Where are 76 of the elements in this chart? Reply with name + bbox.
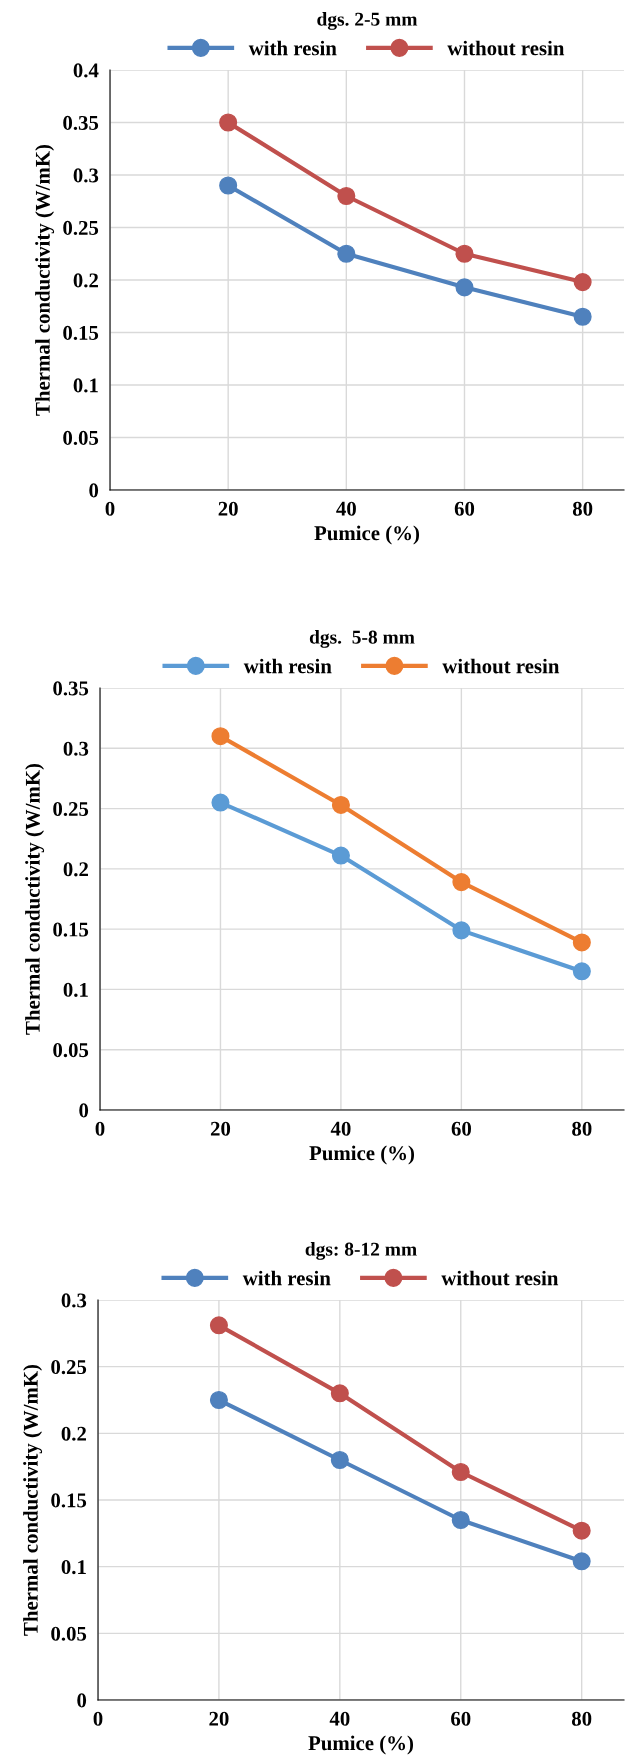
legend-label: with resin	[248, 40, 337, 56]
y-axis-title: Thermal conductivity (W/mK)	[35, 144, 55, 416]
x-tick-label: 60	[451, 1121, 471, 1136]
y-tick-label: 0.05	[51, 1626, 87, 1641]
point	[455, 278, 474, 297]
point	[573, 307, 592, 326]
y-tick-label: 0.1	[73, 378, 98, 393]
x-tick-label: 80	[572, 501, 593, 516]
y-tick-label: 0.05	[53, 1043, 89, 1058]
x-tick-label: 60	[454, 501, 475, 516]
point	[572, 1521, 591, 1540]
y-tick-label: 0.15	[63, 325, 99, 341]
y-tick-label: 0	[89, 483, 99, 498]
y-tick-label: 0.1	[61, 1560, 86, 1575]
y-tick-label: 0	[77, 1693, 87, 1708]
legend-label: with resin	[242, 1270, 331, 1286]
y-tick-label: 0.15	[51, 1493, 87, 1508]
y-tick-label: 0.35	[53, 681, 89, 696]
point	[572, 962, 591, 981]
x-tick-label: 40	[330, 1121, 351, 1136]
x-tick-label: 20	[209, 1711, 229, 1726]
point	[337, 244, 356, 263]
x-tick-label: 20	[210, 1121, 231, 1136]
y-tick-label: 0.35	[63, 115, 99, 131]
x-axis-title: Pumice (%)	[309, 1145, 415, 1165]
y-tick-label: 0.25	[51, 1360, 87, 1375]
x-tick-label: 60	[451, 1711, 471, 1726]
y-tick-label: 0.3	[63, 741, 89, 756]
legend-label: without resin	[442, 658, 560, 674]
point	[209, 1316, 228, 1335]
point	[337, 186, 356, 206]
y-tick-label: 0.2	[63, 862, 88, 877]
legend-label: without resin	[441, 1270, 559, 1286]
point	[219, 113, 238, 132]
y-tick-label: 0.15	[53, 922, 89, 937]
y-axis-title: Thermal conductivity (W/mK)	[25, 763, 45, 1035]
x-axis-title: Pumice (%)	[308, 1735, 414, 1755]
point	[573, 273, 592, 292]
point	[572, 1552, 591, 1571]
x-tick-label: 20	[218, 501, 238, 516]
y-tick-label: 0.4	[73, 63, 99, 78]
point	[451, 1462, 470, 1482]
chart-title: dgs. 2-5 mm	[317, 12, 418, 30]
y-tick-label: 0.2	[73, 273, 98, 288]
legend-label: with resin	[243, 658, 332, 674]
y-tick-label: 0.3	[61, 1293, 87, 1308]
point	[452, 873, 471, 892]
x-tick-label: 80	[571, 1711, 592, 1726]
chart-title: dgs. 5-8 mm	[309, 630, 415, 648]
y-tick-label: 0.3	[73, 168, 99, 183]
x-tick-label: 40	[329, 1711, 350, 1726]
point	[331, 846, 350, 865]
x-tick-label: 40	[336, 501, 356, 516]
point	[455, 244, 474, 263]
point	[330, 1384, 349, 1403]
legend-label: without resin	[447, 40, 565, 56]
y-tick-label: 0.25	[63, 220, 99, 236]
y-tick-label: 0.1	[63, 982, 88, 997]
y-axis-title: Thermal conductivity (W/mK)	[23, 1364, 43, 1636]
point	[219, 176, 238, 195]
point	[211, 793, 230, 812]
point	[452, 921, 471, 940]
x-tick-label: 80	[572, 1121, 592, 1136]
point	[331, 795, 350, 814]
x-axis-title: Pumice (%)	[314, 525, 420, 545]
point	[211, 727, 230, 746]
point	[330, 1450, 349, 1470]
x-tick-label: 0	[105, 501, 115, 516]
y-tick-label: 0.2	[61, 1426, 86, 1441]
y-tick-label: 0	[79, 1103, 89, 1118]
point	[572, 933, 591, 952]
y-tick-label: 0.05	[63, 430, 99, 446]
point	[209, 1390, 228, 1410]
y-tick-label: 0.25	[53, 801, 89, 817]
point	[451, 1510, 470, 1530]
chart-title: dgs: 8-12 mm	[305, 1242, 417, 1260]
